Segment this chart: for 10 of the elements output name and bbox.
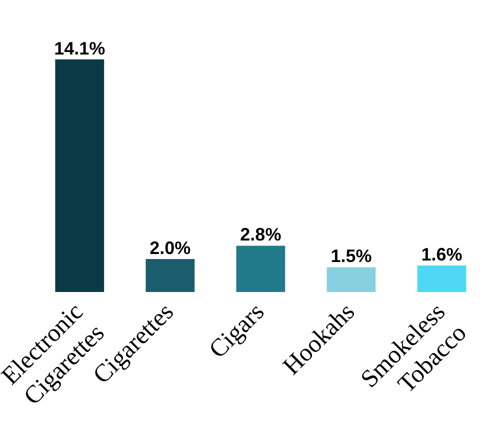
data-label: 1.6% <box>421 244 462 265</box>
data-label: 2.0% <box>150 238 191 258</box>
bar <box>236 246 286 292</box>
bar <box>326 267 376 292</box>
data-label: 1.5% <box>330 246 372 266</box>
bar <box>146 258 195 292</box>
data-label: 14.1% <box>54 38 106 58</box>
bar <box>417 266 466 292</box>
data-label: 2.8% <box>240 224 282 245</box>
bar <box>55 59 104 292</box>
